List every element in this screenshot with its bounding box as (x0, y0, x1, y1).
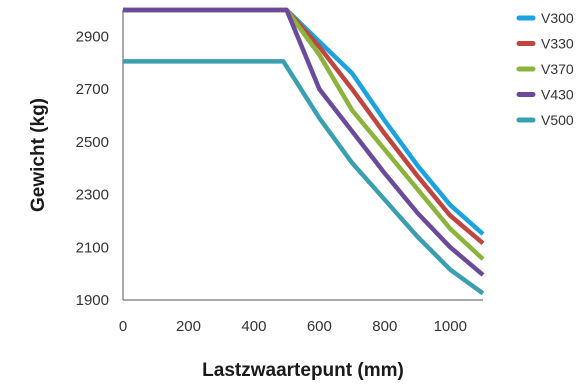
y-tick-label: 2700 (76, 81, 109, 98)
legend-label: V430 (541, 87, 574, 103)
legend-label: V500 (541, 112, 574, 128)
tick-labels: 1900 2100 2300 2500 2700 2900 0 200 400 600 800 100… (76, 28, 467, 335)
x-tick-label: 400 (241, 318, 266, 335)
legend-item-v300: V300 (516, 10, 574, 26)
legend-item-v430: V430 (516, 87, 574, 103)
legend-label: V370 (541, 61, 574, 77)
y-tick-label: 2300 (76, 187, 109, 204)
y-axis-title: Gewicht (kg) (28, 98, 49, 212)
y-tick-label: 1900 (76, 292, 109, 309)
legend-label: V330 (541, 36, 574, 52)
x-axis-title: Lastzwaartepunt (mm) (202, 360, 404, 381)
axes (122, 10, 483, 301)
x-tick-label: 600 (307, 318, 332, 335)
x-tick-label: 200 (176, 318, 201, 335)
x-tick-label: 1000 (434, 318, 467, 335)
series-line-v430 (123, 7, 485, 277)
x-tick-label: 0 (119, 318, 127, 335)
y-tick-label: 2900 (76, 28, 109, 45)
x-tick-label: 800 (372, 318, 397, 335)
legend-label: V300 (541, 10, 574, 26)
series-line-v500 (123, 59, 485, 296)
legend-item-v500: V500 (516, 112, 574, 128)
series-lines (123, 7, 485, 296)
y-tick-label: 2100 (76, 239, 109, 256)
legend: V300 V330 V370 V430 V500 (516, 10, 574, 128)
y-tick-label: 2500 (76, 134, 109, 151)
legend-item-v330: V330 (516, 36, 574, 52)
legend-item-v370: V370 (516, 61, 574, 77)
